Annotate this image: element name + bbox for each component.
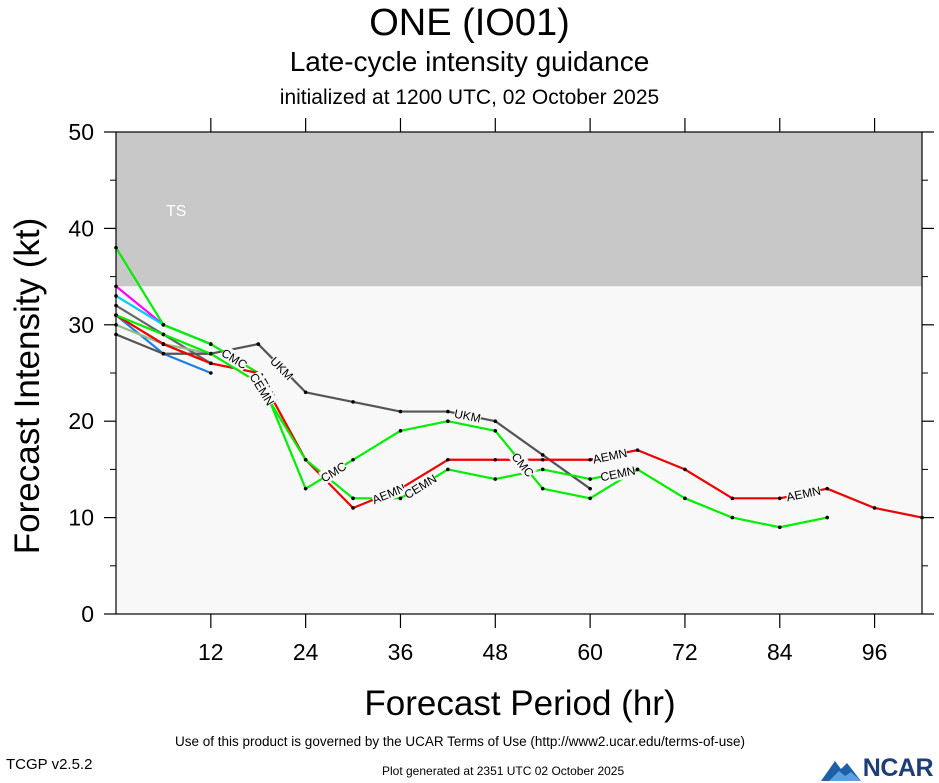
series-label-text: UKM [453,407,482,426]
y-tick-label: 40 [68,215,94,241]
series-label-ukm: UKM [453,406,483,426]
data-point [588,457,592,462]
generated-time: Plot generated at 2351 UTC 02 October 20… [382,764,625,778]
data-point [635,467,640,472]
data-point [161,332,166,337]
x-tick-label: 36 [388,639,414,665]
data-point [730,515,735,520]
data-point [588,496,592,501]
chart-title: ONE (IO01) [369,2,570,44]
ncar-logo-mark-icon [820,761,861,781]
series-label-text: AEMN [592,446,629,467]
data-point [540,457,545,462]
data-point [351,496,355,501]
data-point [161,342,166,346]
data-point [398,496,403,501]
data-point [825,515,829,520]
series-label-cemn: CEMN [599,463,637,484]
series-label-text: CEMN [599,464,636,485]
data-point [825,486,829,491]
data-point [161,351,166,356]
initialization-time: initialized at 1200 UTC, 02 October 2025 [279,86,660,109]
data-point [635,448,640,452]
data-point [872,506,877,510]
data-point [730,496,735,501]
data-point [351,400,355,404]
data-point [446,409,450,414]
series-label-bg [401,471,439,502]
data-point [588,486,592,491]
y-tick-label: 0 [81,601,94,627]
x-tick-label: 12 [198,639,224,665]
data-point [540,486,545,491]
data-point [540,467,545,472]
y-tick-label: 50 [68,119,94,145]
data-point [493,429,498,433]
y-tick-label: 30 [68,312,94,338]
data-point [493,477,498,481]
data-point [209,371,213,375]
data-point [351,457,355,462]
series-label-bg [599,463,637,484]
data-point [209,351,213,356]
data-point [161,323,166,327]
data-point [683,496,687,501]
series-label-aemn: AEMN [785,483,822,504]
x-tick-label: 96 [862,639,888,665]
intensity-bands: TS [116,132,922,287]
x-tick-label: 72 [672,639,698,665]
ncar-logo: NCAR [820,754,934,783]
band-label: TS [166,203,186,220]
data-point [209,342,213,346]
x-tick-label: 48 [482,639,508,665]
data-point [398,429,403,433]
x-tick-label: 60 [577,639,603,665]
x-axis-label: Forecast Period (hr) [364,684,676,723]
data-point [683,467,687,472]
y-tick-label: 20 [68,408,94,434]
series-line [115,247,639,500]
series-label-bg [267,353,297,383]
terms-of-use-link[interactable]: Use of this product is governed by the U… [175,734,745,749]
data-point [777,525,782,530]
x-tick-label: 24 [293,639,319,665]
chart-subtitle: Late-cycle intensity guidance [289,46,650,77]
data-point [446,467,450,472]
data-point [540,453,545,457]
data-point [256,342,261,346]
ncar-logo-text: NCAR [862,754,934,782]
series-label-bg [785,483,822,504]
series-line [115,285,165,326]
data-point [398,409,403,414]
series-label-bg [591,445,629,467]
data-point [588,477,592,481]
y-axis-label: Forecast Intensity (kt) [8,217,47,555]
data-point [303,486,308,491]
series-label-bg [219,345,250,372]
data-point [493,419,498,424]
band-ts [116,132,922,287]
series-label-bg [370,480,408,507]
series-label-bg [318,458,349,485]
data-point [446,457,450,462]
x-tick-label: 84 [767,639,793,665]
data-point [777,496,782,501]
series-label-aemn: AEMN [591,445,629,467]
data-point [446,419,450,424]
version-label: TCGP v2.5.2 [6,756,93,773]
data-point [493,457,498,462]
series-line [115,314,828,529]
data-point [351,506,355,510]
series-label-bg [453,406,483,426]
y-tick-label: 10 [68,505,94,531]
axes: 0 10 20 30 40 50 12 24 36 48 60 72 84 96 [68,118,934,665]
series-label-bg [509,449,537,480]
data-point [209,361,213,366]
series-label-bg [247,370,278,408]
series-label-text: AEMN [785,484,822,505]
data-point [303,457,308,462]
data-point [303,390,308,395]
